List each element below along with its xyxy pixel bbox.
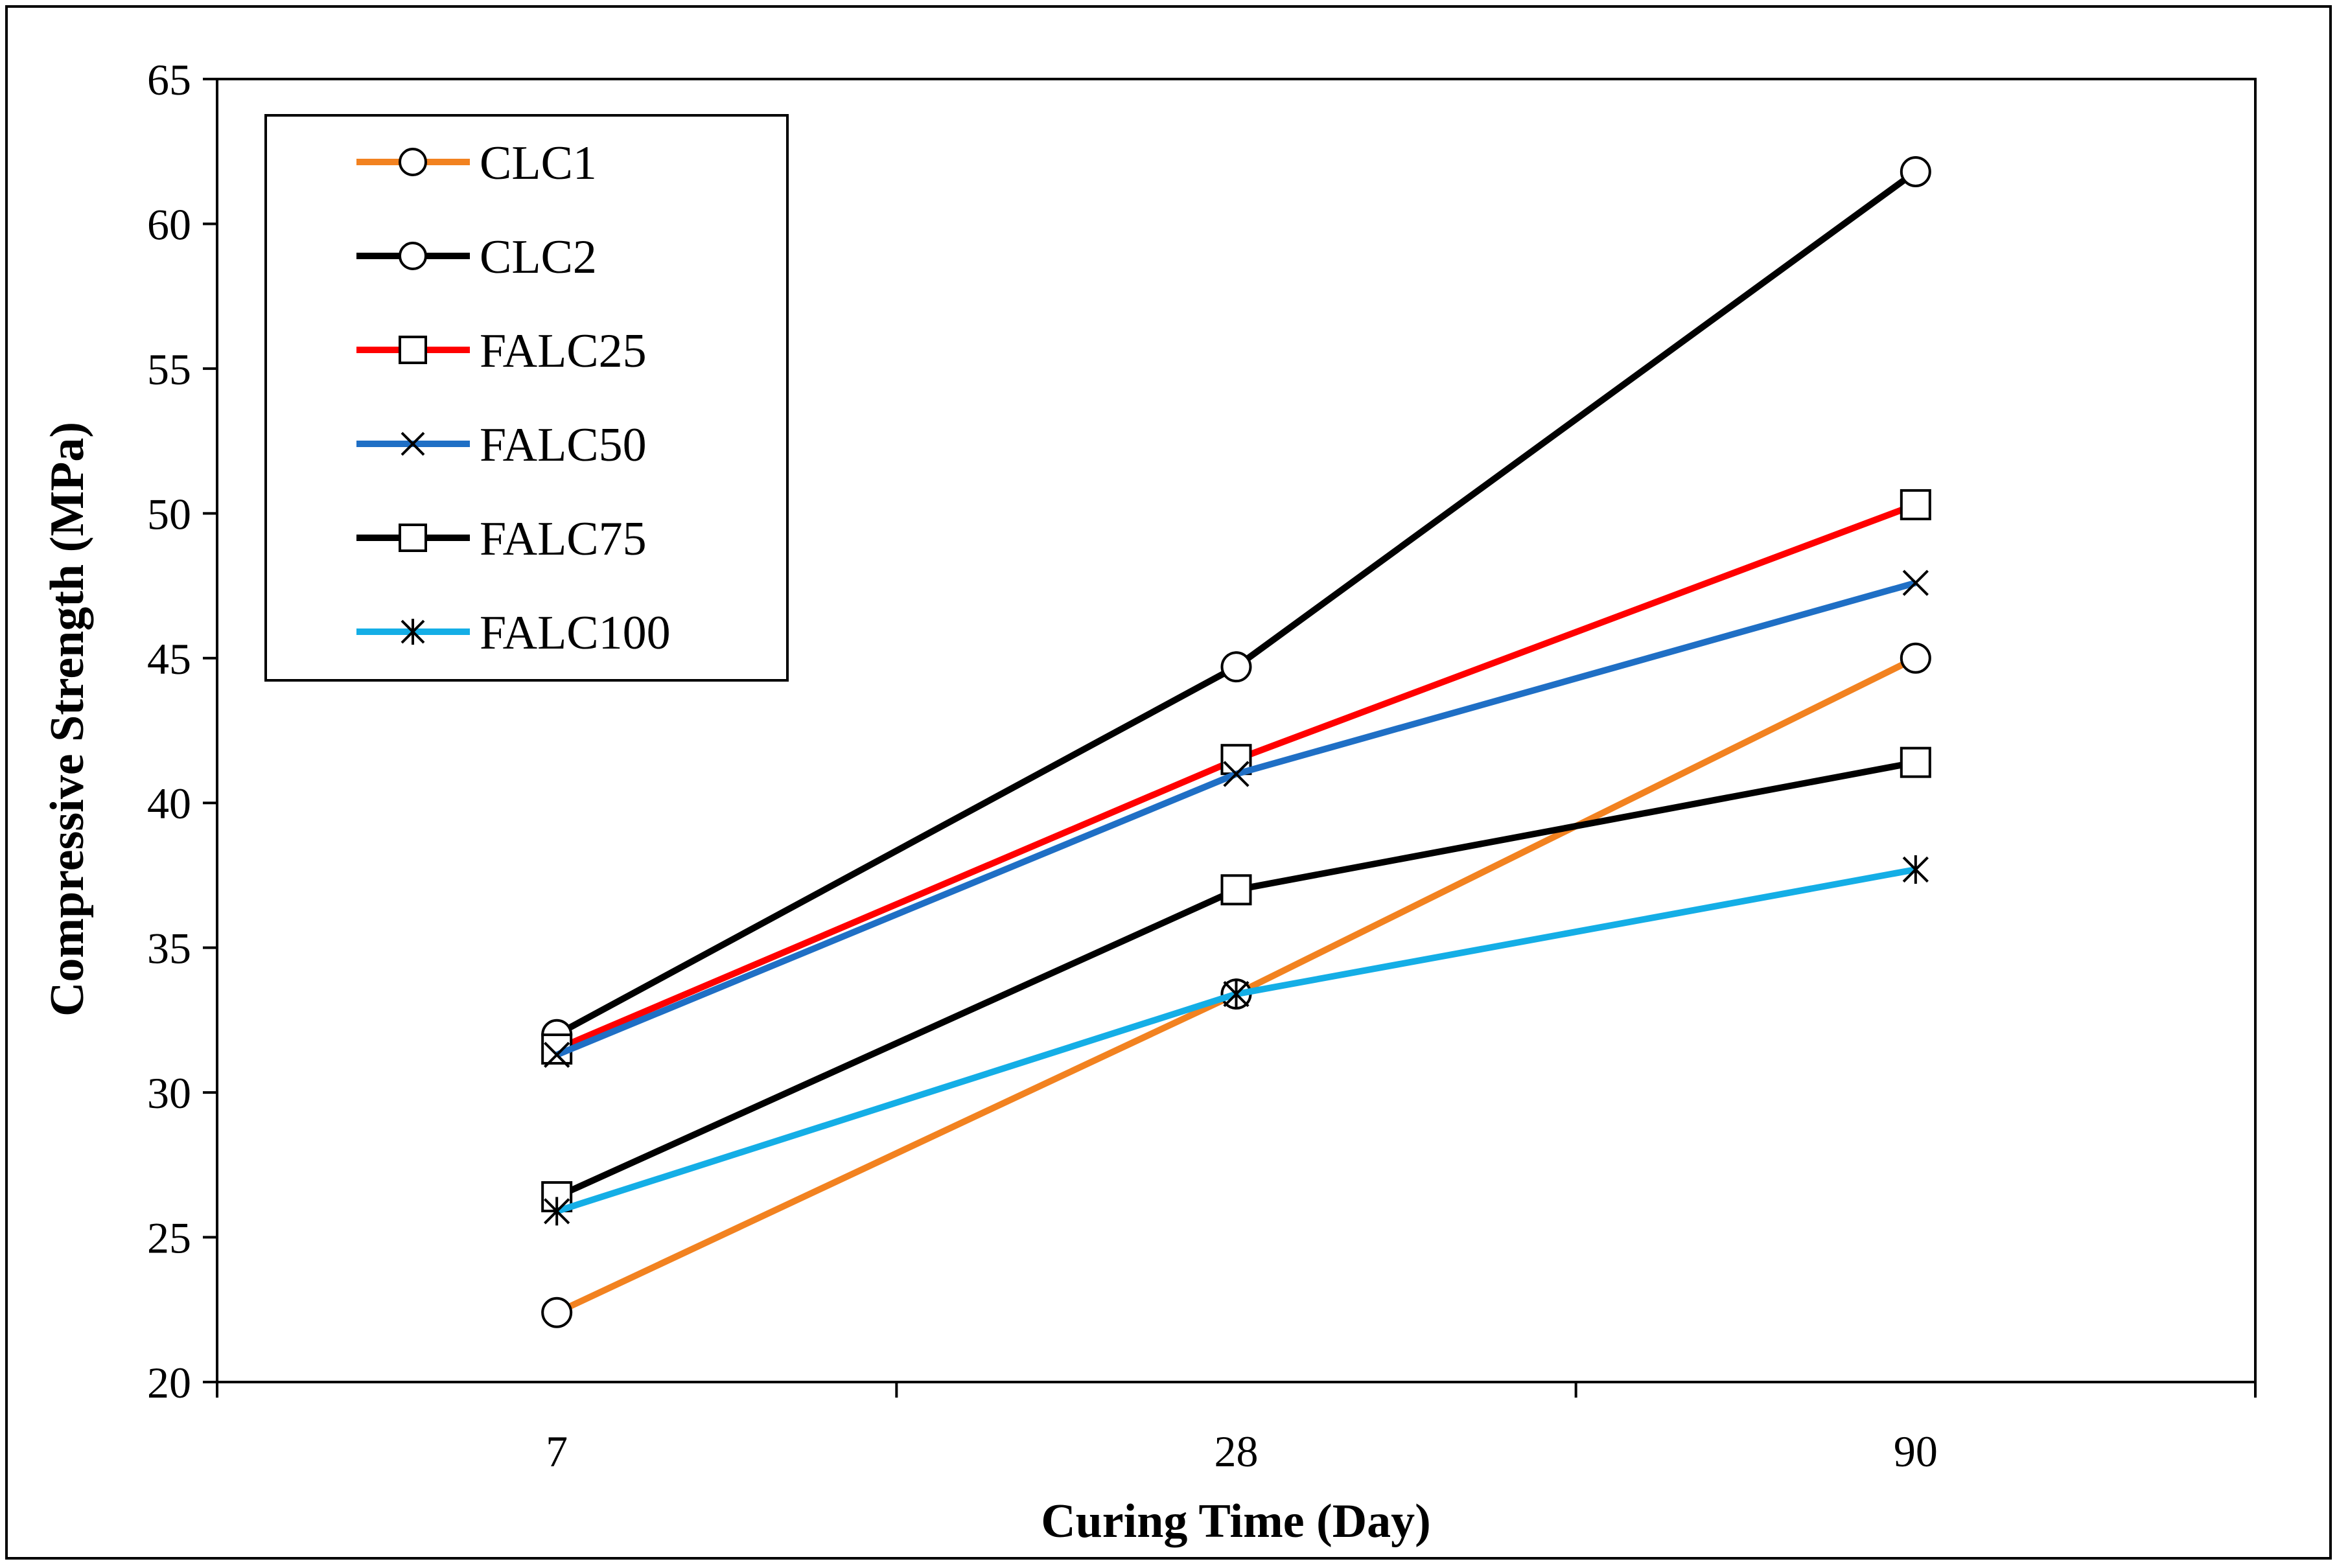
data-point-clc2 [1220, 651, 1252, 683]
marker-circle [399, 148, 427, 176]
y-tick-label: 30 [147, 1068, 191, 1118]
legend: CLC1 CLC2 FALC25 FALC50 FALC75 FALC100 [264, 114, 789, 682]
legend-label: FALC100 [480, 606, 671, 660]
marker-square [1900, 489, 1931, 520]
marker-circle [1220, 651, 1252, 683]
y-tick-label: 20 [147, 1358, 191, 1407]
data-point-falc75 [1900, 746, 1931, 778]
x-tick-label: 90 [1894, 1427, 1938, 1476]
marker-circle [1900, 642, 1931, 674]
data-point-falc100 [1902, 855, 1929, 884]
marker-circle [1900, 156, 1931, 188]
legend-item-falc25: FALC25 [356, 325, 647, 378]
data-point-falc75 [1220, 874, 1252, 906]
marker-square [1900, 746, 1931, 778]
legend-label: FALC75 [480, 513, 647, 566]
data-point-falc50 [1223, 761, 1250, 787]
series-falc75 [541, 746, 1931, 1212]
y-tick-label: 45 [147, 634, 191, 684]
y-tick-label: 35 [147, 924, 191, 973]
legend-item-clc1: CLC1 [356, 137, 597, 190]
y-tick-label: 40 [147, 779, 191, 828]
axes-group: 20 25 30 35 40 45 50 55 60 65 7 28 90 [147, 55, 2257, 1476]
series-layer [541, 156, 1931, 1328]
plot-area-frame [216, 78, 2257, 1383]
legend-marker [399, 336, 427, 364]
marker-x-stroke [401, 432, 425, 456]
legend-item-falc75: FALC75 [356, 513, 647, 566]
legend-marker [401, 619, 425, 645]
data-point-clc1 [1900, 642, 1931, 674]
legend-label: CLC2 [480, 231, 597, 284]
legend-item-falc50: FALC50 [356, 419, 647, 472]
marker-square [399, 524, 427, 552]
legend-marker [399, 148, 427, 176]
data-point-falc50 [544, 1041, 570, 1068]
y-tick-label: 25 [147, 1214, 191, 1263]
y-tick-label: 55 [147, 345, 191, 394]
marker-circle [541, 1297, 573, 1328]
data-point-falc100 [544, 1197, 570, 1226]
x-tick-label: 28 [1215, 1427, 1259, 1476]
marker-x-stroke [1902, 570, 1929, 596]
series-falc100 [544, 855, 1929, 1226]
y-axis-title: Compressive Strength (MPa) [41, 422, 94, 1017]
series-falc50 [544, 570, 1929, 1068]
legend-marker [401, 432, 425, 456]
x-axis-title: Curing Time (Day) [1041, 1495, 1431, 1548]
marker-circle [399, 242, 427, 270]
legend-label: FALC50 [480, 419, 647, 472]
legend-marker [399, 524, 427, 552]
data-point-falc100 [1223, 980, 1250, 1009]
legend-marker [399, 242, 427, 270]
y-tick-label: 50 [147, 489, 191, 538]
data-point-falc50 [1902, 570, 1929, 596]
series-falc25 [541, 489, 1931, 1065]
legend-item-falc100: FALC100 [356, 606, 671, 660]
data-point-clc1 [541, 1297, 573, 1328]
data-point-falc25 [1900, 489, 1931, 520]
marker-x-stroke [544, 1041, 570, 1068]
marker-x-stroke [1223, 761, 1250, 787]
legend-label: CLC1 [480, 137, 597, 190]
marker-square [1220, 874, 1252, 906]
x-tick-label: 7 [546, 1427, 568, 1476]
y-tick-label: 60 [147, 200, 191, 249]
legend-frame [264, 114, 789, 682]
legend-item-clc2: CLC2 [356, 231, 597, 284]
legend-label: FALC25 [480, 325, 647, 378]
data-point-clc2 [1900, 156, 1931, 188]
marker-square [399, 336, 427, 364]
y-tick-label: 65 [147, 55, 191, 104]
